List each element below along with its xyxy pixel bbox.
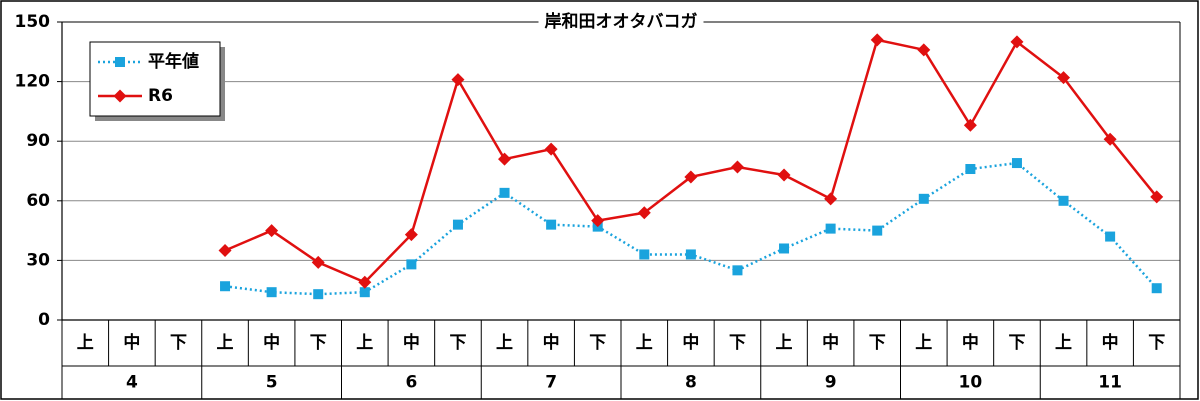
point [1151, 283, 1162, 294]
legend-marker [115, 57, 125, 67]
x-tick-label: 上 [915, 333, 932, 353]
y-tick-label: 150 [15, 12, 51, 32]
x-tick-label: 中 [962, 332, 979, 353]
point [406, 259, 417, 270]
point [870, 33, 884, 47]
x-group-label: 11 [1098, 373, 1122, 393]
point [1150, 190, 1164, 204]
x-group-label: 8 [685, 373, 697, 393]
point [404, 228, 418, 242]
point [218, 243, 232, 257]
title-background [538, 11, 704, 32]
x-tick-label: 中 [543, 332, 560, 353]
point [963, 118, 977, 132]
x-tick-label: 上 [356, 333, 373, 353]
x-tick-label: 下 [1008, 333, 1025, 353]
point [637, 206, 651, 220]
point [684, 170, 698, 184]
point [918, 193, 929, 204]
point [451, 73, 465, 87]
x-group-label: 4 [126, 373, 138, 393]
x-tick-label: 中 [403, 332, 420, 353]
point [732, 265, 743, 276]
point [544, 142, 558, 156]
x-group-label: 5 [266, 373, 278, 393]
point [358, 275, 372, 289]
x-tick-label: 下 [310, 333, 327, 353]
legend [89, 41, 221, 117]
point [872, 225, 883, 236]
x-tick-label: 下 [170, 333, 187, 353]
point [1010, 35, 1024, 49]
point [824, 192, 838, 206]
point [965, 164, 976, 175]
point [591, 214, 605, 228]
x-tick-label: 下 [729, 333, 746, 353]
point [639, 249, 650, 260]
point [452, 219, 463, 230]
x-tick-label: 上 [496, 333, 513, 353]
point [685, 249, 696, 260]
legend-marker [113, 89, 127, 103]
x-tick-label: 下 [1148, 333, 1165, 353]
x-tick-label: 上 [636, 333, 653, 353]
point [265, 224, 279, 238]
legend-label: 平年値 [148, 51, 199, 72]
x-tick-label: 上 [776, 333, 793, 353]
x-tick-label: 中 [682, 332, 699, 353]
point [220, 281, 231, 292]
chart-title: 岸和田オオタバコガ [545, 11, 698, 32]
legend-label: R6 [148, 86, 173, 106]
point [498, 152, 512, 166]
point [266, 287, 277, 298]
x-tick-label: 下 [449, 333, 466, 353]
point [1103, 132, 1117, 146]
y-tick-label: 30 [26, 250, 50, 270]
point [825, 223, 836, 234]
y-tick-label: 60 [26, 191, 50, 211]
point [359, 287, 370, 298]
x-tick-label: 上 [1055, 333, 1072, 353]
point [1105, 231, 1116, 242]
y-tick-label: 0 [38, 310, 50, 330]
point [730, 160, 744, 174]
point [1058, 195, 1069, 206]
y-tick-label: 90 [26, 131, 50, 151]
x-group-label: 10 [959, 373, 983, 393]
x-tick-label: 下 [869, 333, 886, 353]
point [546, 219, 557, 230]
x-tick-label: 中 [263, 332, 280, 353]
point [917, 43, 931, 57]
x-group-label: 7 [545, 373, 557, 393]
point [777, 168, 791, 182]
x-group-label: 6 [405, 373, 417, 393]
point [779, 243, 790, 254]
point [313, 289, 324, 300]
x-tick-label: 中 [822, 332, 839, 353]
point [499, 187, 510, 198]
x-tick-label: 上 [77, 333, 94, 353]
x-tick-label: 下 [589, 333, 606, 353]
point [1011, 158, 1022, 169]
y-tick-label: 120 [15, 72, 51, 92]
x-tick-label: 上 [217, 333, 234, 353]
point [1057, 71, 1071, 85]
x-tick-label: 中 [1102, 332, 1119, 353]
x-group-label: 9 [825, 373, 837, 393]
x-tick-label: 中 [123, 332, 140, 353]
point [311, 255, 325, 269]
